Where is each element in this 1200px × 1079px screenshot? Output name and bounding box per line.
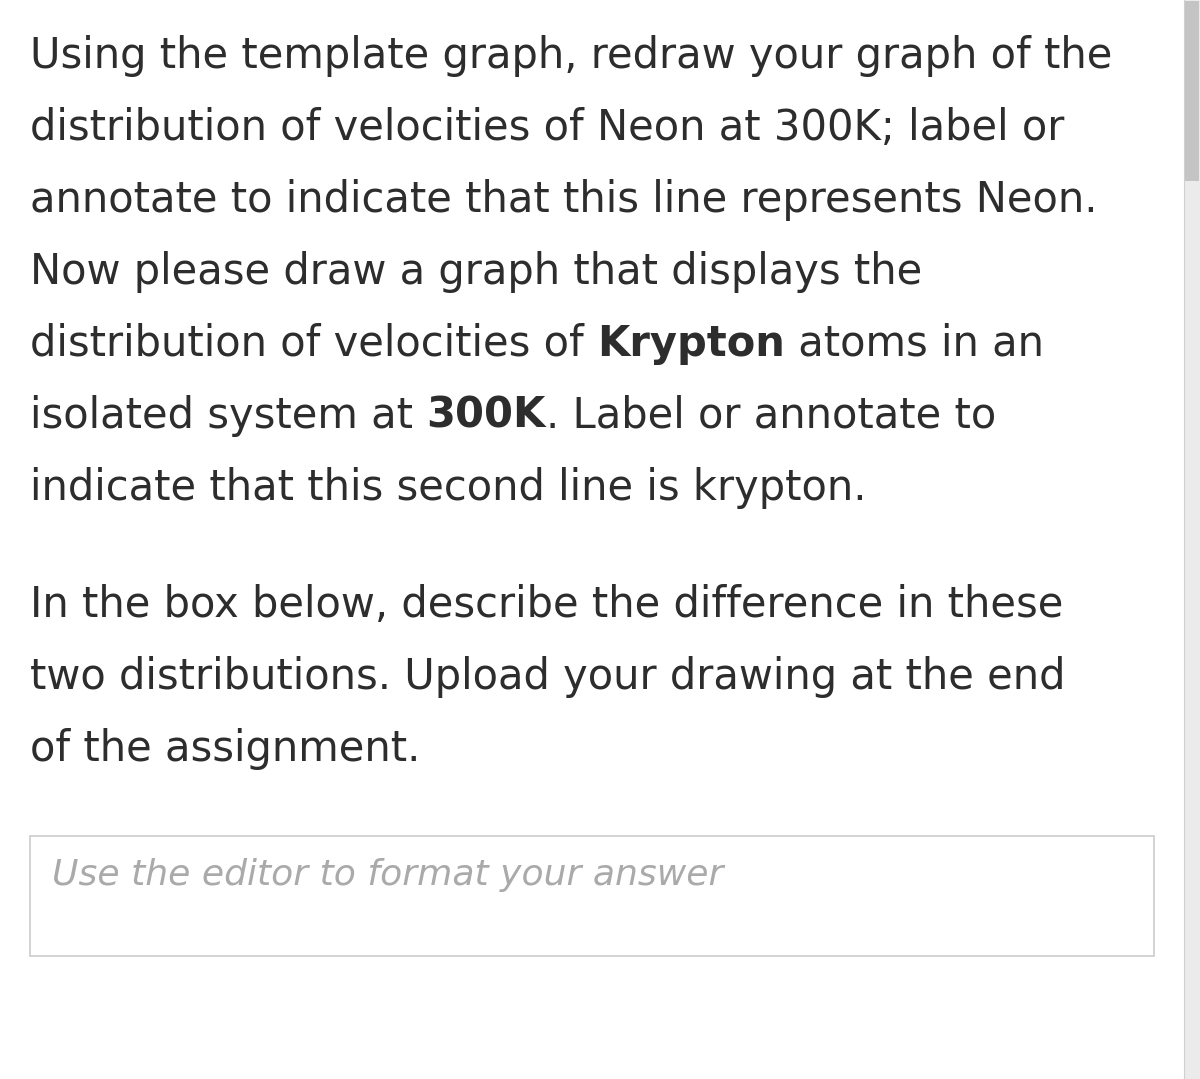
Text: two distributions. Upload your drawing at the end: two distributions. Upload your drawing a… bbox=[30, 656, 1066, 698]
Text: Use the editor to format your answer: Use the editor to format your answer bbox=[52, 858, 724, 892]
Text: Now please draw a graph that displays the: Now please draw a graph that displays th… bbox=[30, 251, 923, 293]
Text: 300K: 300K bbox=[426, 395, 546, 437]
Text: In the box below, describe the difference in these: In the box below, describe the differenc… bbox=[30, 584, 1063, 626]
Bar bbox=[1184, 0, 1200, 1079]
Text: annotate to indicate that this line represents Neon.: annotate to indicate that this line repr… bbox=[30, 179, 1098, 221]
Text: Krypton: Krypton bbox=[598, 323, 785, 365]
Text: . Label or annotate to: . Label or annotate to bbox=[546, 395, 996, 437]
Text: atoms in an: atoms in an bbox=[785, 323, 1044, 365]
Text: of the assignment.: of the assignment. bbox=[30, 728, 420, 770]
Text: indicate that this second line is krypton.: indicate that this second line is krypto… bbox=[30, 467, 866, 509]
Bar bbox=[30, 836, 1154, 956]
Text: Using the template graph, redraw your graph of the: Using the template graph, redraw your gr… bbox=[30, 35, 1112, 77]
Text: distribution of velocities of Neon at 300K; label or: distribution of velocities of Neon at 30… bbox=[30, 107, 1064, 149]
Text: isolated system at: isolated system at bbox=[30, 395, 426, 437]
Text: distribution of velocities of: distribution of velocities of bbox=[30, 323, 598, 365]
Bar bbox=[1186, 1, 1199, 181]
